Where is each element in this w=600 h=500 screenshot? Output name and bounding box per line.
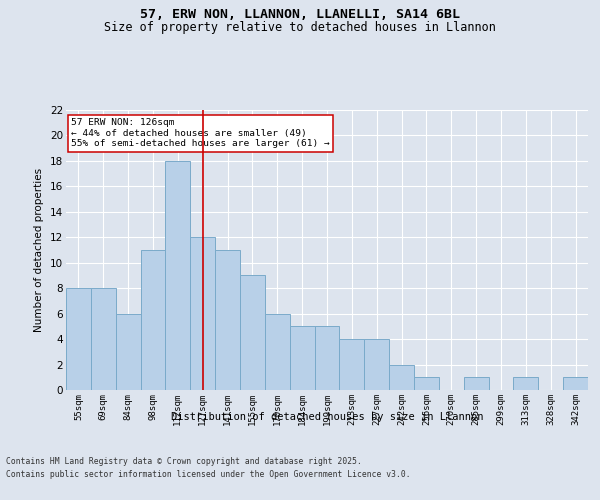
Text: 57, ERW NON, LLANNON, LLANELLI, SA14 6BL: 57, ERW NON, LLANNON, LLANELLI, SA14 6BL <box>140 8 460 20</box>
Text: 57 ERW NON: 126sqm
← 44% of detached houses are smaller (49)
55% of semi-detache: 57 ERW NON: 126sqm ← 44% of detached hou… <box>71 118 330 148</box>
Bar <box>66 288 91 390</box>
Bar <box>265 314 290 390</box>
Bar <box>240 276 265 390</box>
Bar <box>215 250 240 390</box>
Text: Distribution of detached houses by size in Llannon: Distribution of detached houses by size … <box>171 412 483 422</box>
Bar <box>389 364 414 390</box>
Text: Contains HM Land Registry data © Crown copyright and database right 2025.: Contains HM Land Registry data © Crown c… <box>6 458 362 466</box>
Bar <box>91 288 116 390</box>
Bar <box>364 339 389 390</box>
Bar <box>563 378 588 390</box>
Bar <box>140 250 166 390</box>
Bar <box>340 339 364 390</box>
Bar <box>464 378 488 390</box>
Bar <box>166 161 190 390</box>
Y-axis label: Number of detached properties: Number of detached properties <box>34 168 44 332</box>
Bar <box>290 326 314 390</box>
Bar <box>314 326 340 390</box>
Text: Contains public sector information licensed under the Open Government Licence v3: Contains public sector information licen… <box>6 470 410 479</box>
Text: Size of property relative to detached houses in Llannon: Size of property relative to detached ho… <box>104 21 496 34</box>
Bar <box>514 378 538 390</box>
Bar <box>414 378 439 390</box>
Bar <box>116 314 140 390</box>
Bar <box>190 238 215 390</box>
